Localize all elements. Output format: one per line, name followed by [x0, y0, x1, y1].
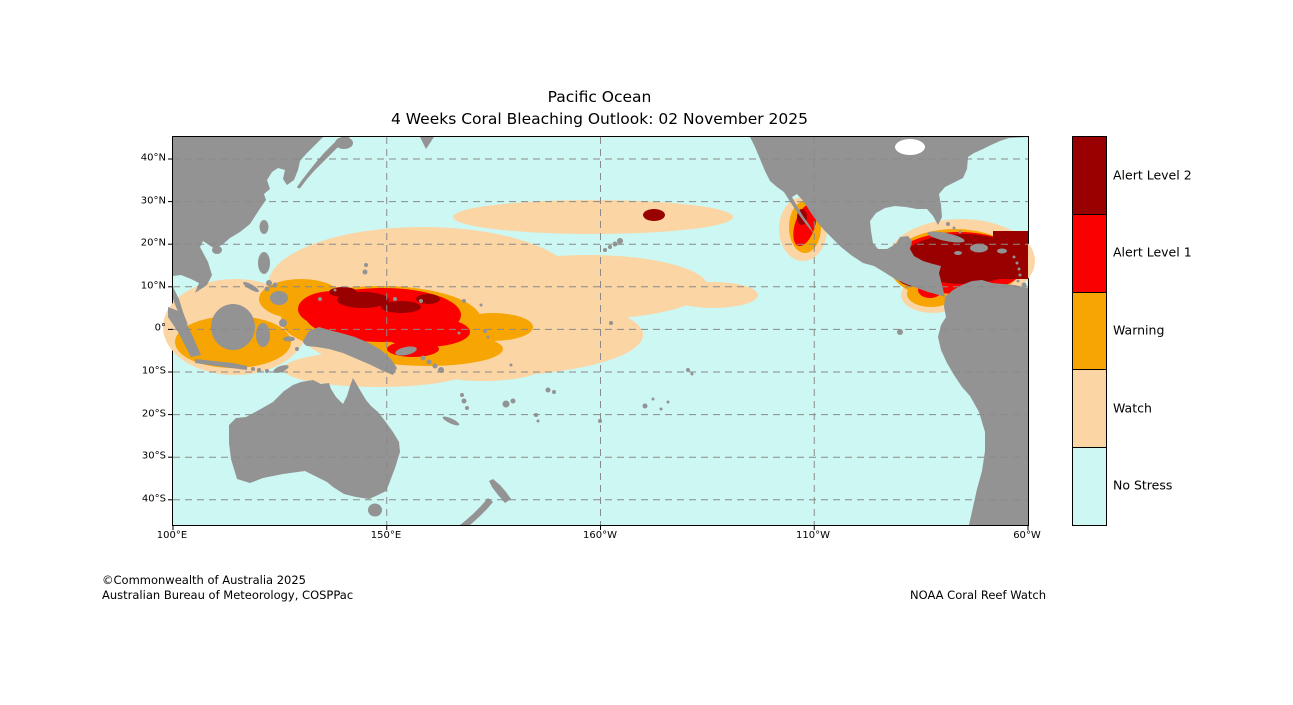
legend-swatch-no-stress — [1073, 447, 1106, 525]
copyright-line1: ©Commonwealth of Australia 2025 — [102, 573, 307, 587]
legend-swatch-alert-level-1 — [1073, 213, 1106, 292]
lat-label-30s: 30°S — [141, 450, 166, 462]
lat-label-10n: 10°N — [140, 280, 166, 292]
legend-label-alert-level-1: Alert Level 1 — [1113, 244, 1192, 260]
copyright-text: ©Commonwealth of Australia 2025 Australi… — [102, 573, 353, 603]
gridlines — [173, 137, 1028, 525]
copyright-line2: Australian Bureau of Meteorology, COSPPa… — [102, 588, 354, 602]
map-title: Pacific Ocean 4 Weeks Coral Bleaching Ou… — [172, 86, 1027, 130]
lat-label-30n: 30°N — [140, 195, 166, 207]
lon-label-100e: 100°E — [156, 530, 188, 541]
great-lakes-mask — [895, 139, 925, 155]
legend-label-warning: Warning — [1113, 322, 1165, 338]
legend-swatch-alert-level-2 — [1073, 137, 1106, 214]
legend-label-watch: Watch — [1113, 400, 1152, 416]
legend-colorbar — [1072, 136, 1107, 526]
lat-label-40n: 40°N — [140, 152, 166, 164]
map-title-line1: Pacific Ocean — [547, 88, 652, 106]
map-canvas — [163, 137, 1035, 530]
lat-label-0: 0° — [154, 322, 166, 334]
legend-swatch-watch — [1073, 369, 1106, 448]
lat-label-20s: 20°S — [141, 408, 166, 420]
legend-label-no-stress: No Stress — [1113, 477, 1173, 493]
lon-label-150e: 150°E — [370, 530, 402, 541]
pacific-ocean-map — [163, 136, 1035, 530]
legend-label-alert-level-2: Alert Level 2 — [1113, 167, 1192, 183]
noaa-credit-text: NOAA Coral Reef Watch — [910, 588, 1046, 602]
lon-label-110w: 110°W — [796, 530, 830, 541]
axis-ticks — [168, 158, 1029, 530]
legend-swatch-warning — [1073, 291, 1106, 370]
lon-label-60w: 60°W — [1013, 530, 1041, 541]
map-title-line2: 4 Weeks Coral Bleaching Outlook: 02 Nove… — [390, 110, 809, 128]
lat-label-20n: 20°N — [140, 237, 166, 249]
lat-label-10s: 10°S — [141, 365, 166, 377]
lat-label-40s: 40°S — [141, 493, 166, 505]
lon-label-160w: 160°W — [583, 530, 617, 541]
land-layer — [168, 137, 1028, 525]
